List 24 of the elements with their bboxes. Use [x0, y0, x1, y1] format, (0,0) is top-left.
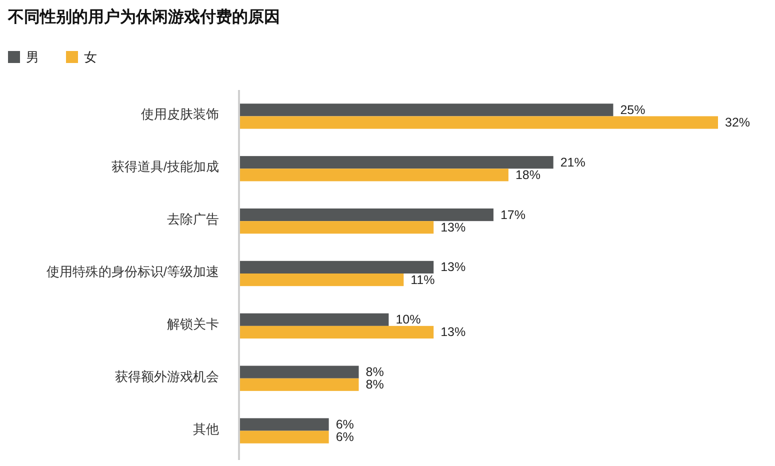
value-label: 25% — [620, 102, 646, 117]
value-label: 13% — [440, 260, 466, 274]
value-label: 17% — [500, 208, 526, 222]
value-label: 11% — [410, 272, 435, 287]
category-label: 使用特殊的身份标识/等级加速 — [46, 264, 219, 279]
value-label: 32% — [725, 116, 750, 130]
value-label: 18% — [515, 168, 540, 182]
value-label: 13% — [440, 220, 466, 234]
category-label: 去除广告 — [167, 212, 219, 227]
value-label: 6% — [336, 430, 354, 444]
value-label: 21% — [560, 155, 586, 170]
category-label: 获得道具/技能加成 — [111, 159, 219, 174]
category-label: 使用皮肤装饰 — [141, 106, 219, 122]
value-label: 13% — [440, 325, 466, 340]
value-label: 10% — [396, 312, 421, 327]
title: 不同性别的用户为休闲游戏付费的原因 — [8, 9, 280, 26]
category-label: 解锁关卡 — [167, 316, 219, 332]
legend-label: 女 — [84, 50, 97, 64]
value-label: 8% — [366, 365, 384, 380]
value-label: 6% — [336, 418, 354, 432]
category-label: 获得额外游戏机会 — [115, 368, 219, 384]
value-label: 8% — [366, 378, 384, 392]
category-label: 其他 — [193, 421, 219, 436]
legend-label: 男 — [26, 50, 39, 64]
